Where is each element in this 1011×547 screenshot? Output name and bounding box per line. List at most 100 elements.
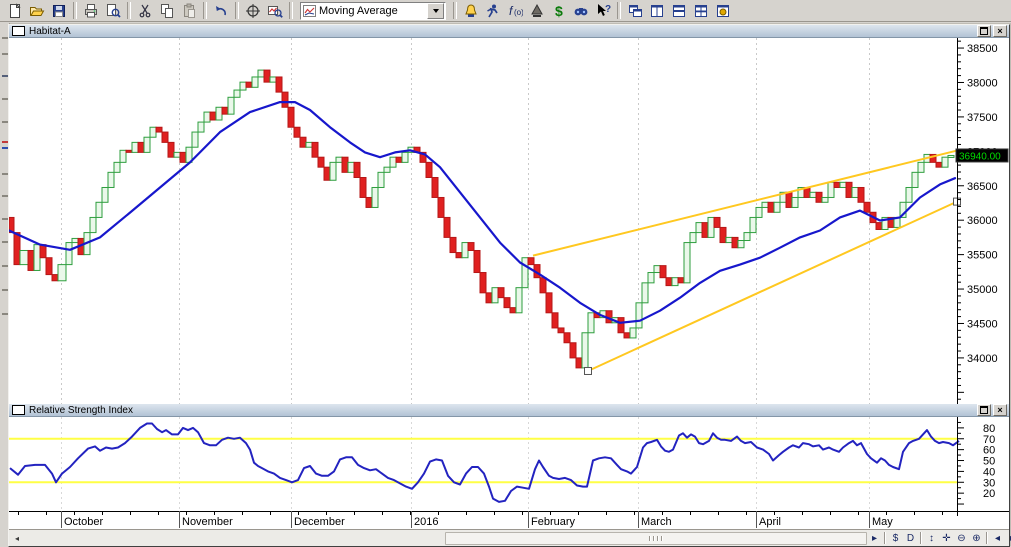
undo-button[interactable] [210, 1, 232, 20]
tile-horizontal-icon [671, 3, 687, 19]
copy-icon [159, 3, 175, 19]
up-brick [906, 187, 912, 202]
up-brick [150, 127, 156, 137]
month-label: December [294, 516, 345, 528]
up-brick [372, 187, 378, 207]
cut-button[interactable] [134, 1, 156, 20]
up-brick [738, 241, 744, 248]
rsi-maximize-button[interactable] [977, 404, 991, 416]
zoom-out-button[interactable]: ⊖ [954, 531, 969, 546]
down-brick [432, 178, 438, 198]
chart-close-button[interactable]: × [993, 25, 1007, 37]
cut-icon [137, 3, 153, 19]
fit-vertical-button[interactable]: ↕ [924, 531, 939, 546]
save-button[interactable] [48, 1, 70, 20]
cascade-windows-button[interactable] [624, 1, 646, 20]
down-brick [618, 318, 624, 333]
window-options-button[interactable] [712, 1, 734, 20]
up-brick [726, 237, 732, 242]
paste-icon [181, 3, 197, 19]
down-brick [504, 298, 510, 308]
tile-horizontal-button[interactable] [668, 1, 690, 20]
open-button[interactable] [26, 1, 48, 20]
dollar-icon: $ [551, 3, 567, 19]
rsi-line[interactable] [10, 424, 959, 502]
price-axis-label: 38000 [967, 77, 998, 89]
trendline-handle[interactable] [585, 367, 592, 374]
system-tester-button[interactable] [526, 1, 548, 20]
scrollbar-track[interactable] [25, 531, 867, 546]
paste-button[interactable] [178, 1, 200, 20]
zoom-indicator-button[interactable] [264, 1, 286, 20]
up-brick [828, 182, 834, 197]
next-view-button[interactable]: ▸ [1005, 531, 1011, 546]
down-brick [168, 142, 174, 157]
down-brick [444, 217, 450, 237]
up-brick [198, 122, 204, 132]
svg-text:$: $ [555, 3, 563, 19]
toolbar-separator [884, 532, 886, 544]
down-brick [660, 266, 666, 278]
toolbar-separator [235, 2, 239, 19]
periodicity-daily-button[interactable]: D [903, 531, 918, 546]
context-help-icon: ? [595, 3, 611, 19]
scrollbar-thumb[interactable] [445, 532, 867, 545]
scroll-right-button[interactable]: ▸ [867, 531, 882, 546]
scroll-left-arrow[interactable]: ◂ [9, 531, 25, 546]
down-brick [312, 142, 318, 157]
up-brick [642, 283, 648, 303]
tile-grid-button[interactable] [690, 1, 712, 20]
crosshair-button[interactable] [242, 1, 264, 20]
down-brick [276, 77, 282, 92]
indicator-quicklist-combo[interactable]: Moving Average [300, 2, 446, 20]
down-brick [468, 243, 474, 251]
up-brick [402, 152, 408, 162]
previous-view-button[interactable]: ◂ [990, 531, 1005, 546]
down-brick [246, 82, 252, 87]
down-brick [180, 152, 186, 162]
expert-advisor-button[interactable] [460, 1, 482, 20]
up-brick [120, 150, 126, 162]
up-brick [522, 258, 528, 288]
context-help-button[interactable]: ? [592, 1, 614, 20]
combo-dropdown-arrow-icon[interactable] [427, 3, 444, 19]
down-brick [480, 273, 486, 293]
up-brick [258, 70, 264, 77]
refresh-button[interactable]: $ [888, 531, 903, 546]
down-brick [720, 227, 726, 242]
rsi-close-button[interactable]: × [993, 404, 1007, 416]
tile-vertical-button[interactable] [646, 1, 668, 20]
down-brick [46, 258, 52, 275]
copy-button[interactable] [156, 1, 178, 20]
print-button[interactable] [80, 1, 102, 20]
pan-button[interactable]: ✛ [939, 531, 954, 546]
down-brick [678, 278, 684, 283]
open-icon [29, 3, 45, 19]
print-preview-button[interactable] [102, 1, 124, 20]
month-label: November [182, 516, 233, 528]
up-brick [750, 217, 756, 232]
up-brick [672, 278, 678, 286]
month-label: April [759, 516, 781, 528]
price-chart-plot[interactable]: 3400034500350003550036000365003700037500… [9, 38, 1009, 405]
explorer-button[interactable] [482, 1, 504, 20]
rsi-titlebar[interactable]: Relative Strength Index × [9, 404, 1009, 417]
up-brick [390, 157, 396, 167]
down-brick [702, 223, 708, 238]
chart-maximize-button[interactable] [977, 25, 991, 37]
indicator-builder-button[interactable]: f(o) [504, 1, 526, 20]
chart-titlebar[interactable]: Habitat-A × [9, 25, 1009, 38]
up-brick [174, 152, 180, 157]
cascade-windows-icon [627, 3, 643, 19]
rsi-axis-label: 20 [983, 488, 995, 500]
dollar-button[interactable]: $ [548, 1, 570, 20]
down-brick [156, 127, 162, 132]
up-brick [330, 162, 336, 180]
price-axis-label: 38500 [967, 43, 998, 55]
new-button[interactable] [4, 1, 26, 20]
toolbar-separator [289, 2, 293, 19]
rsi-plot[interactable]: 80706050403020 [9, 417, 1009, 511]
zoom-in-button[interactable]: ⊕ [969, 531, 984, 546]
up-brick [912, 172, 918, 187]
find-button[interactable] [570, 1, 592, 20]
